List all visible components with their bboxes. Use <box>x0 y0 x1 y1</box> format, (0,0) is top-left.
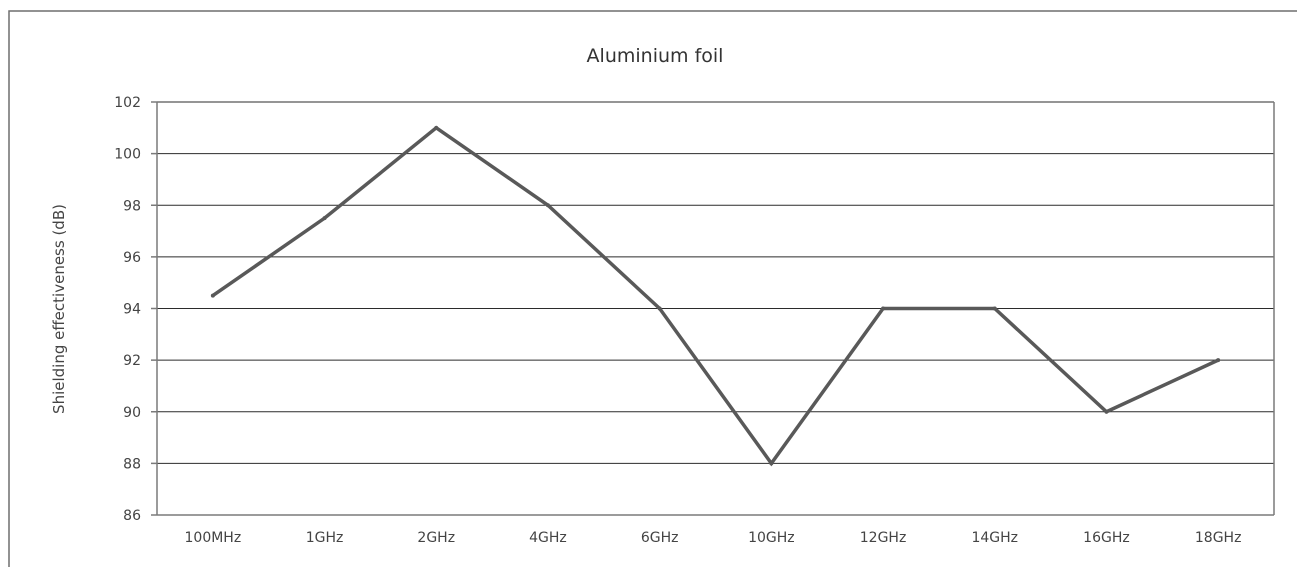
data-point <box>322 216 327 221</box>
y-tick-label: 98 <box>123 198 141 214</box>
x-axis-ticks: 100MHz 1GHz 2GHz 4GHz 6GHz 10GHz 12GHz 14GHz 16G… <box>185 530 1242 546</box>
data-point <box>992 306 997 311</box>
y-axis-ticks: 86 88 90 92 94 96 98 100 102 <box>114 95 141 524</box>
y-tick-label: 86 <box>123 508 141 524</box>
y-tick-label: 90 <box>123 405 141 421</box>
y-axis-label: Shielding effectiveness (dB) <box>50 204 68 414</box>
x-tick-label: 4GHz <box>529 530 567 546</box>
x-tick-label: 1GHz <box>306 530 344 546</box>
x-tick-label: 100MHz <box>185 530 242 546</box>
series-line <box>211 125 1219 467</box>
y-tick-label: 96 <box>123 250 141 266</box>
data-point <box>210 293 215 298</box>
x-tick-label: 16GHz <box>1083 530 1130 546</box>
y-tick-label: 100 <box>114 147 141 163</box>
x-tick-label: 10GHz <box>748 530 795 546</box>
x-tick-label: 6GHz <box>641 530 679 546</box>
x-tick-label: 2GHz <box>417 530 455 546</box>
data-point <box>1216 358 1221 363</box>
data-point <box>1104 409 1109 414</box>
y-tick-label: 102 <box>114 95 141 111</box>
data-point <box>545 203 550 208</box>
y-tick-label: 94 <box>123 302 141 318</box>
data-point <box>657 306 662 311</box>
x-tick-label: 12GHz <box>860 530 907 546</box>
chart-frame <box>8 10 1297 567</box>
data-point <box>434 125 439 130</box>
y-tick-label: 88 <box>123 456 141 472</box>
data-point <box>769 461 774 466</box>
series-layer <box>210 125 1221 467</box>
chart-title: Aluminium foil <box>587 45 724 67</box>
data-point <box>881 306 886 311</box>
y-tick-label: 92 <box>123 353 141 369</box>
x-tick-label: 14GHz <box>971 530 1018 546</box>
x-tick-label: 18GHz <box>1195 530 1242 546</box>
